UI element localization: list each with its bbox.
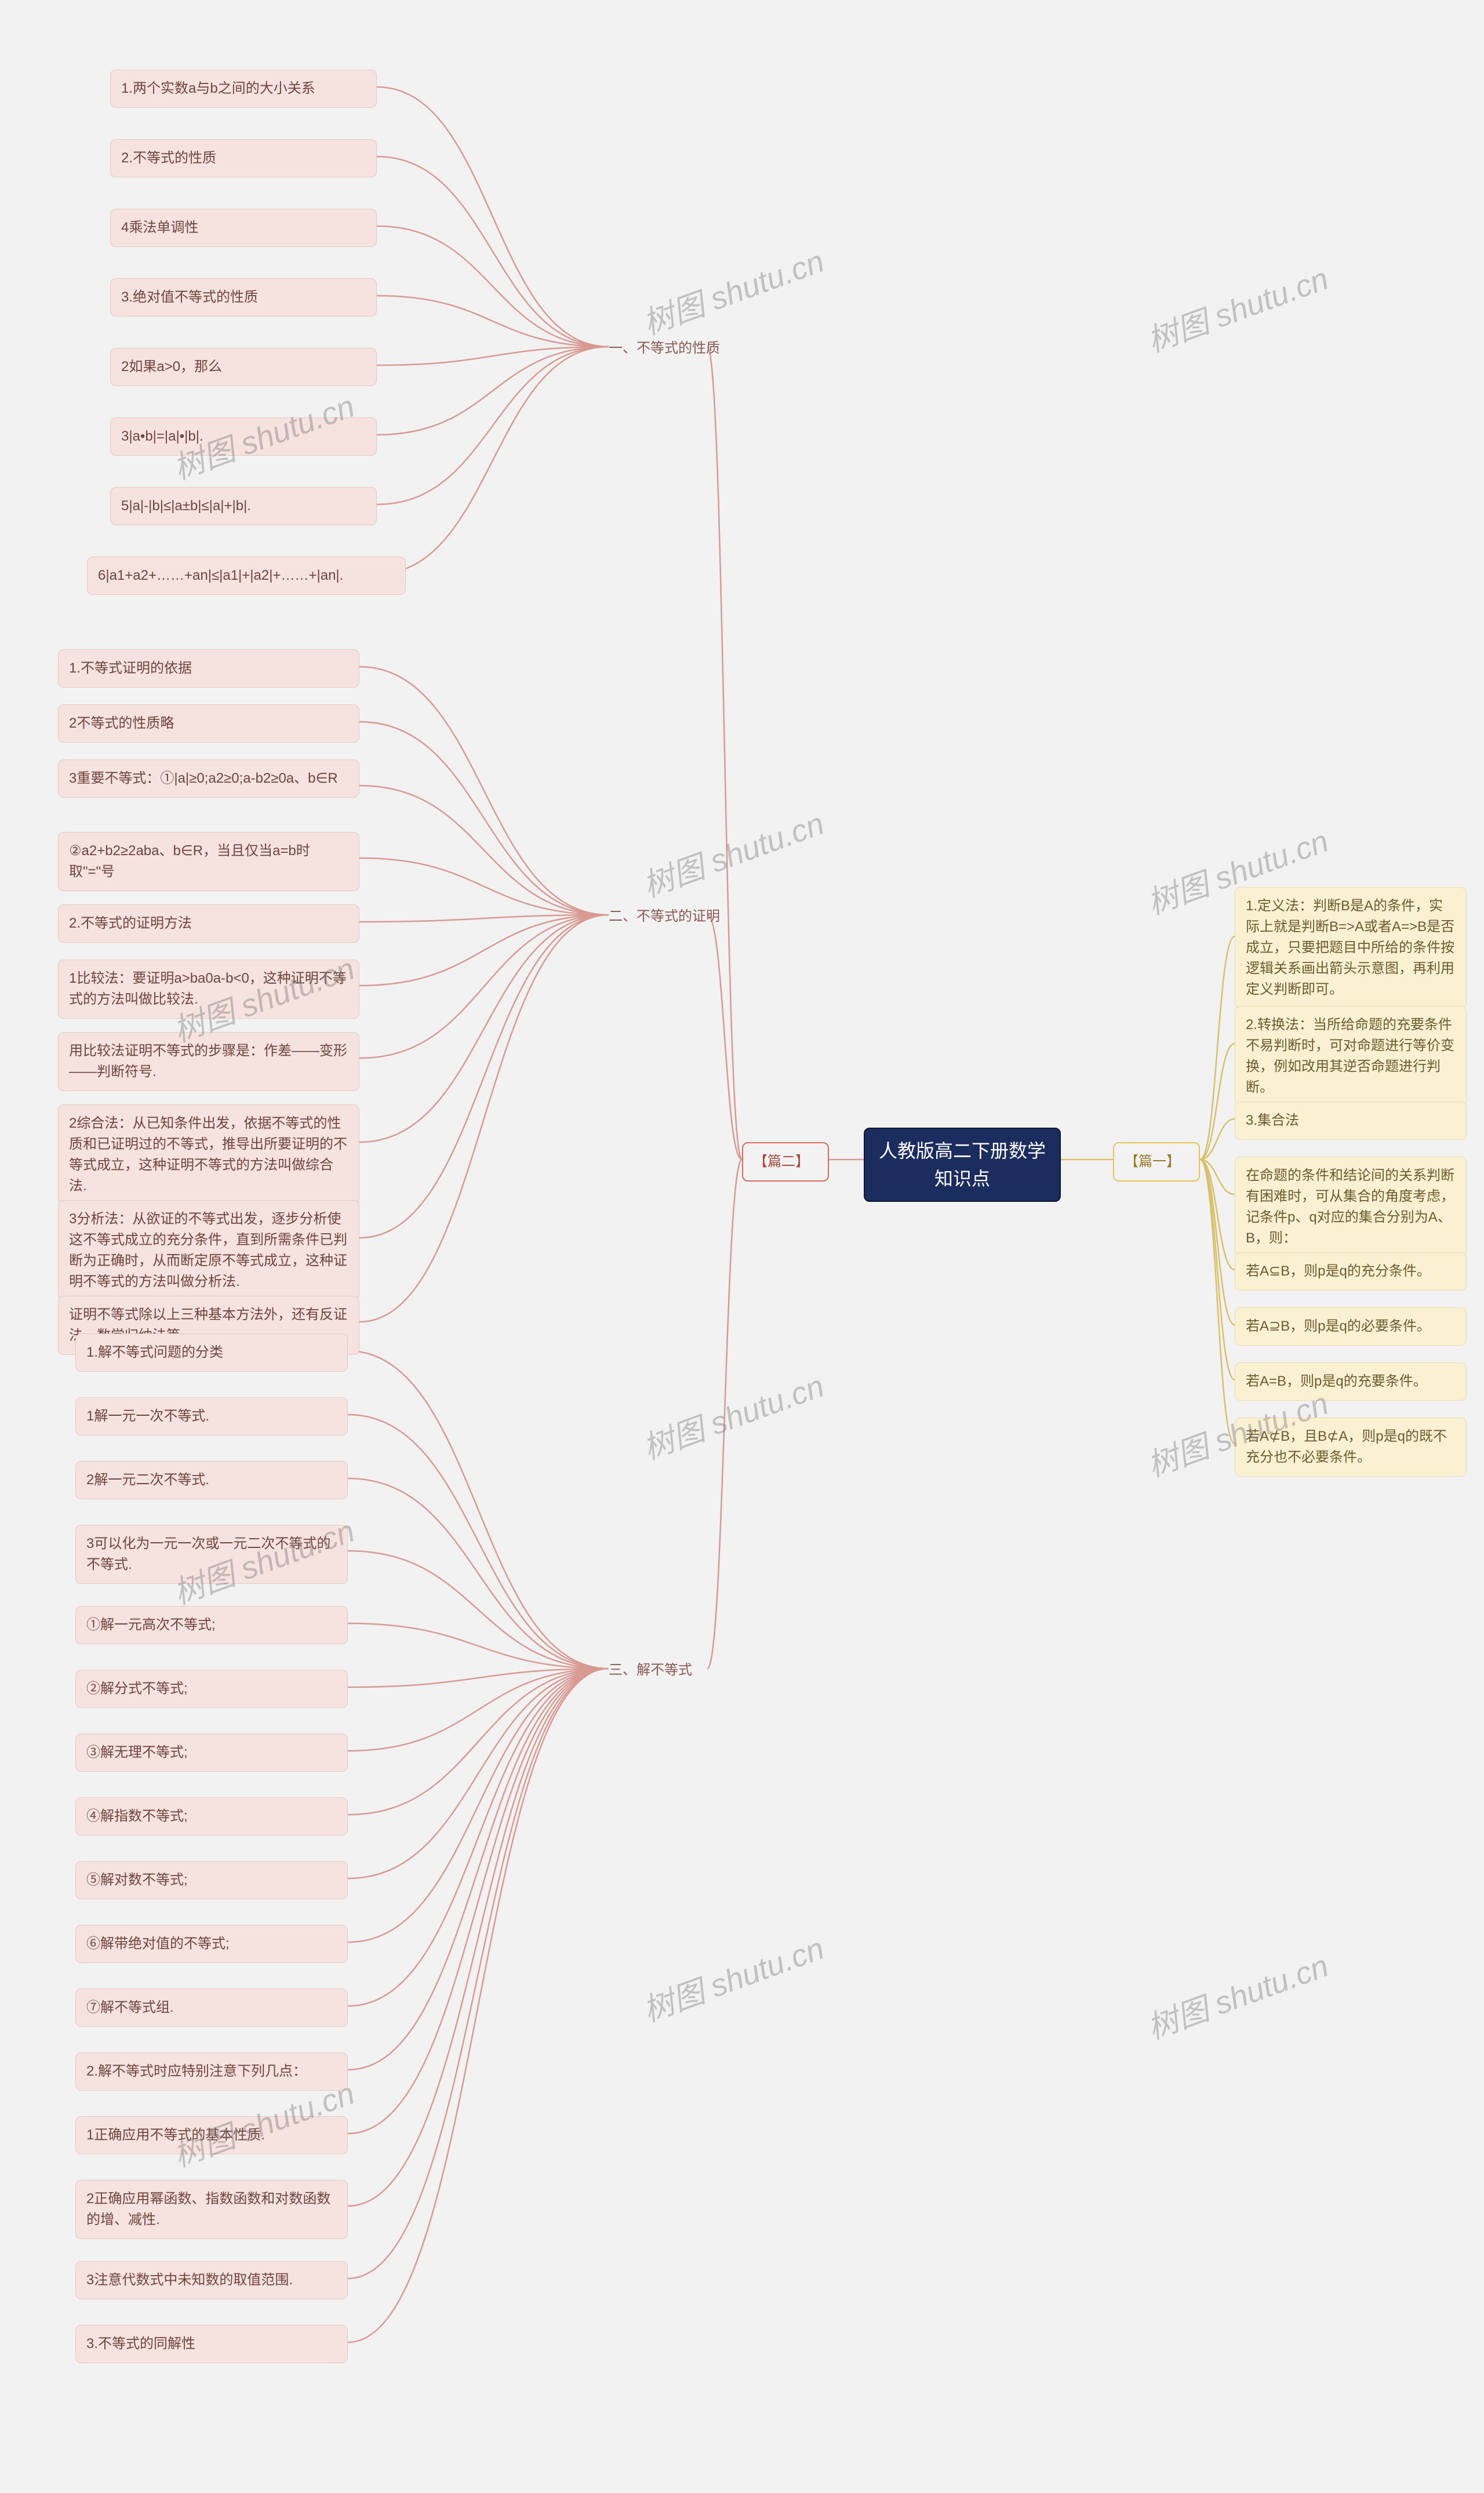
right-leaf-1: 2.转换法：当所给命题的充要条件不易判断时，可对命题进行等价变换，例如改用其逆否… (1235, 1006, 1467, 1107)
s3-leaf-15: 3.不等式的同解性 (75, 2325, 348, 2363)
s1-leaf-1: 2.不等式的性质 (110, 139, 377, 177)
s1-leaf-6: 5|a|-|b|≤|a±b|≤|a|+|b|. (110, 487, 377, 525)
s2-leaf-5: 1比较法：要证明a>ba0a-b<0，这种证明不等式的方法叫做比较法. (58, 960, 359, 1019)
branch-left: 【篇二】 (742, 1142, 829, 1182)
right-leaf-7: 若A⊄B，且B⊄A，则p是q的既不充分也不必要条件。 (1235, 1418, 1467, 1477)
left-section-2: 三、解不等式 (609, 1658, 692, 1678)
s1-leaf-4: 2如果a>0，那么 (110, 348, 377, 386)
left-section-0: 一、不等式的性质 (609, 336, 720, 357)
s3-leaf-10: ⑦解不等式组. (75, 1989, 348, 2027)
s3-leaf-14: 3注意代数式中未知数的取值范围. (75, 2261, 348, 2299)
branch-right: 【篇一】 (1113, 1142, 1200, 1182)
s3-leaf-9: ⑥解带绝对值的不等式; (75, 1925, 348, 1963)
s3-leaf-11: 2.解不等式时应特别注意下列几点： (75, 2052, 348, 2091)
s3-leaf-1: 1解一元一次不等式. (75, 1397, 348, 1436)
root-node: 人教版高二下册数学知识点 (864, 1128, 1061, 1202)
right-leaf-0: 1.定义法：判断B是A的条件，实际上就是判断B=>A或者A=>B是否成立，只要把… (1235, 887, 1467, 1009)
s2-leaf-7: 2综合法：从已知条件出发，依据不等式的性质和已证明过的不等式，推导出所要证明的不… (58, 1104, 359, 1205)
s2-leaf-2: 3重要不等式：①|a|≥0;a2≥0;a-b2≥0a、b∈R (58, 759, 359, 798)
s1-leaf-2: 4乘法单调性 (110, 209, 377, 247)
s2-leaf-4: 2.不等式的证明方法 (58, 904, 359, 943)
right-leaf-5: 若A⊇B，则p是q的必要条件。 (1235, 1307, 1467, 1346)
right-leaf-6: 若A=B，则p是q的充要条件。 (1235, 1362, 1467, 1401)
s3-leaf-7: ④解指数不等式; (75, 1797, 348, 1836)
s2-leaf-3: ②a2+b2≥2aba、b∈R，当且仅当a=b时取"="号 (58, 832, 359, 891)
s3-leaf-12: 1正确应用不等式的基本性质. (75, 2116, 348, 2154)
s3-leaf-2: 2解一元二次不等式. (75, 1461, 348, 1499)
s3-leaf-5: ②解分式不等式; (75, 1670, 348, 1708)
right-leaf-4: 若A⊆B，则p是q的充分条件。 (1235, 1252, 1467, 1291)
s1-leaf-5: 3|a•b|=|a|•|b|. (110, 417, 377, 456)
s3-leaf-13: 2正确应用幂函数、指数函数和对数函数的增、减性. (75, 2180, 348, 2239)
s1-leaf-3: 3.绝对值不等式的性质 (110, 278, 377, 317)
s3-leaf-8: ⑤解对数不等式; (75, 1861, 348, 1899)
s1-leaf-0: 1.两个实数a与b之间的大小关系 (110, 70, 377, 108)
right-leaf-2: 3.集合法 (1235, 1102, 1467, 1140)
s2-leaf-1: 2不等式的性质略 (58, 704, 359, 743)
s3-leaf-3: 3可以化为一元一次或一元二次不等式的不等式. (75, 1525, 348, 1584)
s2-leaf-6: 用比较法证明不等式的步骤是：作差——变形——判断符号. (58, 1032, 359, 1091)
s3-leaf-0: 1.解不等式问题的分类 (75, 1333, 348, 1372)
s2-leaf-0: 1.不等式证明的依据 (58, 649, 359, 688)
s1-leaf-7: 6|a1+a2+……+an|≤|a1|+|a2|+……+|an|. (87, 557, 406, 595)
right-leaf-3: 在命题的条件和结论间的关系判断有困难时，可从集合的角度考虑，记条件p、q对应的集… (1235, 1157, 1467, 1258)
left-section-1: 二、不等式的证明 (609, 904, 720, 925)
s3-leaf-6: ③解无理不等式; (75, 1734, 348, 1772)
s2-leaf-8: 3分析法：从欲证的不等式出发，逐步分析使这不等式成立的充分条件，直到所需条件已判… (58, 1200, 359, 1301)
s3-leaf-4: ①解一元高次不等式; (75, 1606, 348, 1644)
